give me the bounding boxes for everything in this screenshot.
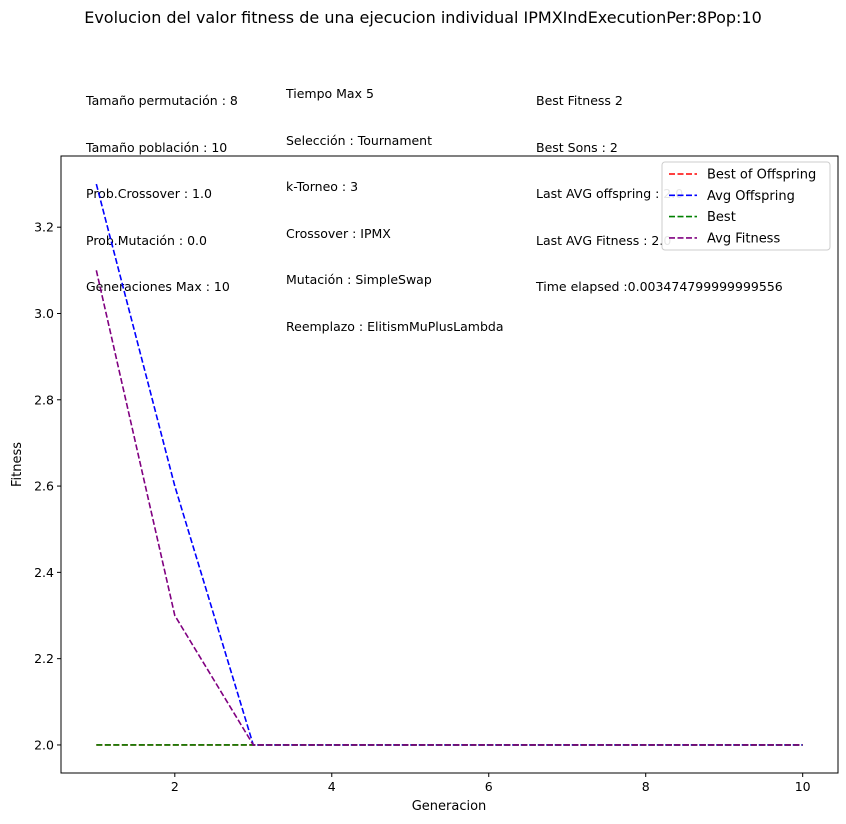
x-tick-label: 6 — [485, 779, 493, 794]
info-line: Generaciones Max : 10 — [86, 279, 230, 294]
x-tick-label: 8 — [642, 779, 650, 794]
x-tick-label: 10 — [795, 779, 811, 794]
y-axis-ticks: 2.0 2.2 2.4 2.6 2.8 3.0 3.2 — [34, 220, 61, 752]
y-tick-label: 2.6 — [34, 479, 54, 494]
info-line: Prob.Mutación : 0.0 — [86, 232, 207, 248]
info-line: Tiempo Max 5 — [286, 86, 374, 101]
x-tick-label: 2 — [171, 779, 179, 794]
y-tick-label: 2.2 — [34, 651, 54, 666]
info-line: k-Torneo : 3 — [286, 179, 359, 194]
info-line: Mutación : SimpleSwap — [286, 272, 432, 287]
info-line: Time elapsed :0.003474799999999556 — [536, 279, 783, 294]
info-line: Tamaño población : 10 — [86, 139, 228, 155]
y-tick-label: 3.2 — [34, 220, 54, 235]
info-column-results: Best Fitness 2 Best Sons : 2 Last AVG of… — [536, 62, 783, 310]
info-column-operators: Tiempo Max 5 Selección : Tournament k-To… — [286, 55, 504, 350]
x-axis-label: Generacion — [412, 799, 487, 814]
info-line: Best Sons : 2 — [536, 139, 618, 155]
info-line: Best Fitness 2 — [536, 93, 623, 108]
plot-lines — [95, 183, 803, 746]
y-tick-label: 3.0 — [34, 306, 54, 321]
legend: Best of Offspring Avg Offspring Best Avg Fi… — [661, 161, 831, 251]
chart-title: Evolucion del valor fitness de una ejecu… — [84, 8, 762, 27]
y-tick-label: 2.4 — [34, 565, 54, 580]
x-tick-label: 4 — [328, 779, 336, 794]
legend-label: Avg Offspring — [707, 189, 795, 204]
series-line-4 — [95, 270, 803, 746]
info-line: Prob.Crossover : 1.0 — [86, 186, 212, 201]
legend-label: Avg Fitness — [707, 231, 780, 246]
info-line: Reemplazo : ElitismMuPlusLambda — [286, 318, 504, 334]
x-axis-ticks: 2 4 6 8 10 — [171, 773, 811, 794]
legend-label: Best of Offspring — [707, 168, 816, 183]
y-tick-label: 2.8 — [34, 392, 54, 407]
info-line: Tamaño permutación : 8 — [86, 93, 238, 108]
info-line: Crossover : IPMX — [286, 225, 391, 241]
y-axis-label: Fitness — [10, 442, 25, 487]
legend-label: Best — [707, 210, 736, 225]
info-line: Selección : Tournament — [286, 132, 433, 148]
info-line: Last AVG Fitness : 2.0 — [536, 232, 672, 248]
info-column-parameters: Tamaño permutación : 8 Tamaño población … — [86, 62, 238, 310]
y-tick-label: 2.0 — [34, 737, 54, 752]
legend-box — [661, 161, 831, 251]
series-line-2 — [95, 183, 803, 746]
plot-frame — [60, 155, 839, 774]
